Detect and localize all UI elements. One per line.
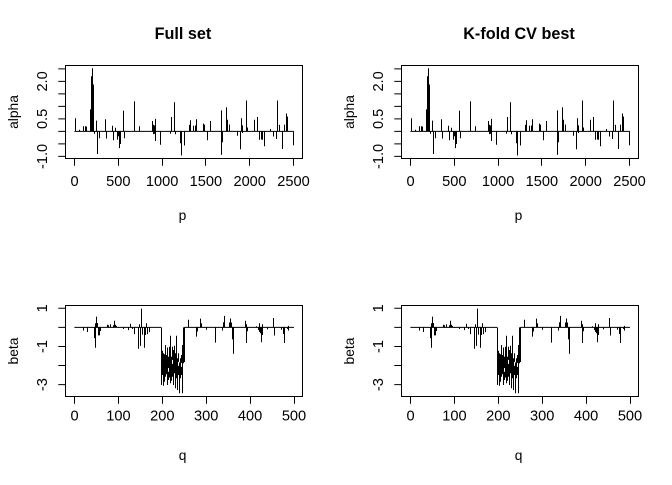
svg-text:100: 100 [106,409,130,425]
svg-text:2000: 2000 [569,174,601,190]
svg-text:500: 500 [282,409,306,425]
svg-text:500: 500 [442,174,466,190]
svg-text:2.0: 2.0 [371,71,387,91]
svg-text:-1.0: -1.0 [371,144,387,169]
svg-text:200: 200 [150,409,174,425]
svg-text:beta: beta [342,337,357,364]
svg-text:0: 0 [406,409,414,425]
svg-text:2500: 2500 [277,174,309,190]
svg-text:0: 0 [70,409,78,425]
svg-text:500: 500 [618,409,642,425]
svg-text:q: q [179,448,187,463]
svg-text:400: 400 [238,409,262,425]
svg-text:2000: 2000 [233,174,265,190]
svg-text:0.5: 0.5 [371,109,387,129]
svg-text:q: q [515,448,523,463]
svg-text:300: 300 [530,409,554,425]
svg-text:2.0: 2.0 [35,71,51,91]
svg-text:alpha: alpha [6,95,21,129]
svg-text:0.5: 0.5 [35,109,51,129]
svg-text:-3: -3 [371,378,387,391]
svg-text:K-fold CV best: K-fold CV best [463,25,575,43]
svg-text:1: 1 [35,304,51,312]
svg-text:Full set: Full set [155,25,212,43]
svg-text:300: 300 [194,409,218,425]
svg-text:200: 200 [486,409,510,425]
svg-text:alpha: alpha [342,95,357,129]
svg-text:100: 100 [442,409,466,425]
svg-text:1500: 1500 [190,174,222,190]
svg-text:500: 500 [106,174,130,190]
svg-text:-1: -1 [371,340,387,353]
svg-text:0: 0 [70,174,78,190]
svg-text:1: 1 [371,304,387,312]
svg-text:1000: 1000 [146,174,178,190]
svg-text:-3: -3 [35,378,51,391]
svg-text:1000: 1000 [482,174,514,190]
svg-text:0: 0 [406,174,414,190]
svg-text:p: p [179,208,187,223]
svg-text:1500: 1500 [526,174,558,190]
svg-text:beta: beta [6,337,21,364]
svg-text:p: p [515,208,523,223]
svg-text:400: 400 [574,409,598,425]
svg-text:2500: 2500 [613,174,645,190]
svg-text:-1.0: -1.0 [35,144,51,169]
svg-text:-1: -1 [35,340,51,353]
